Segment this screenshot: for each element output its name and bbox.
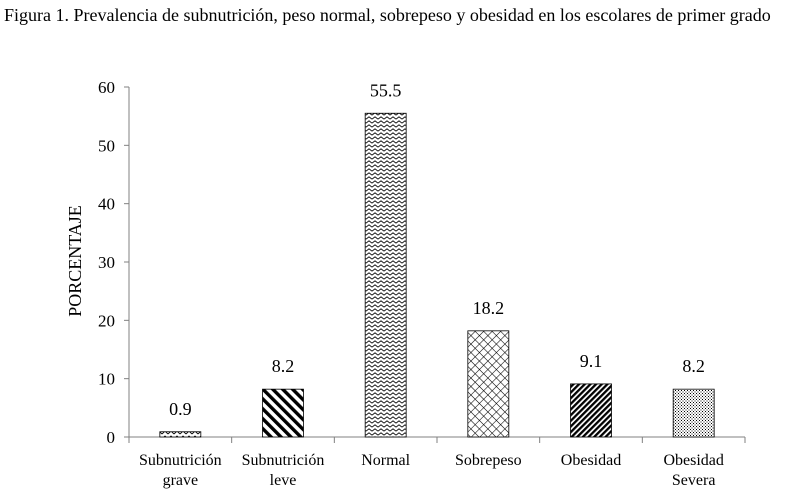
y-axis-ticks: 0 10 20 30 40 50 60: [98, 78, 129, 447]
x-tick-label: grave: [163, 472, 199, 489]
bar: [159, 431, 202, 438]
x-tick-label: Subnutrición: [139, 452, 222, 469]
bar: [672, 388, 715, 438]
x-tick-label: Normal: [361, 452, 410, 469]
y-tick-label: 30: [98, 253, 115, 272]
x-tick-label: Sobrepeso: [455, 452, 522, 469]
x-tick-label: Obesidad: [561, 452, 621, 469]
y-tick-label: 40: [98, 195, 115, 214]
data-label: 55.5: [370, 80, 402, 100]
bar: [262, 388, 304, 438]
x-tick-label: leve: [270, 472, 297, 489]
y-tick-label: 10: [98, 370, 115, 389]
bar: [570, 383, 612, 438]
data-labels: 0.9 8.2 55.5 18.2 9.1 8.2: [169, 80, 705, 419]
data-label: 8.2: [682, 356, 705, 376]
figure-caption: Figura 1. Prevalencia de subnutrición, p…: [4, 5, 771, 25]
y-tick-label: 20: [98, 311, 115, 330]
x-tick-label: Obesidad: [663, 452, 723, 469]
y-axis-title: PORCENTAJE: [65, 205, 85, 317]
y-tick-label: 0: [107, 428, 116, 447]
data-label: 8.2: [272, 356, 295, 376]
y-tick-label: 50: [98, 136, 115, 155]
data-label: 0.9: [169, 399, 192, 419]
data-label: 9.1: [580, 351, 603, 371]
bar: [467, 330, 510, 438]
bars: [159, 112, 715, 438]
x-axis-ticks: [128, 437, 746, 443]
bar: [364, 112, 407, 438]
x-tick-label: Severa: [672, 472, 716, 489]
y-tick-label: 60: [98, 78, 115, 97]
x-tick-label: Subnutrición: [242, 452, 325, 469]
x-axis-labels: Subnutrición grave Subnutrición leve Normal S…: [139, 452, 724, 489]
data-label: 18.2: [473, 298, 505, 318]
